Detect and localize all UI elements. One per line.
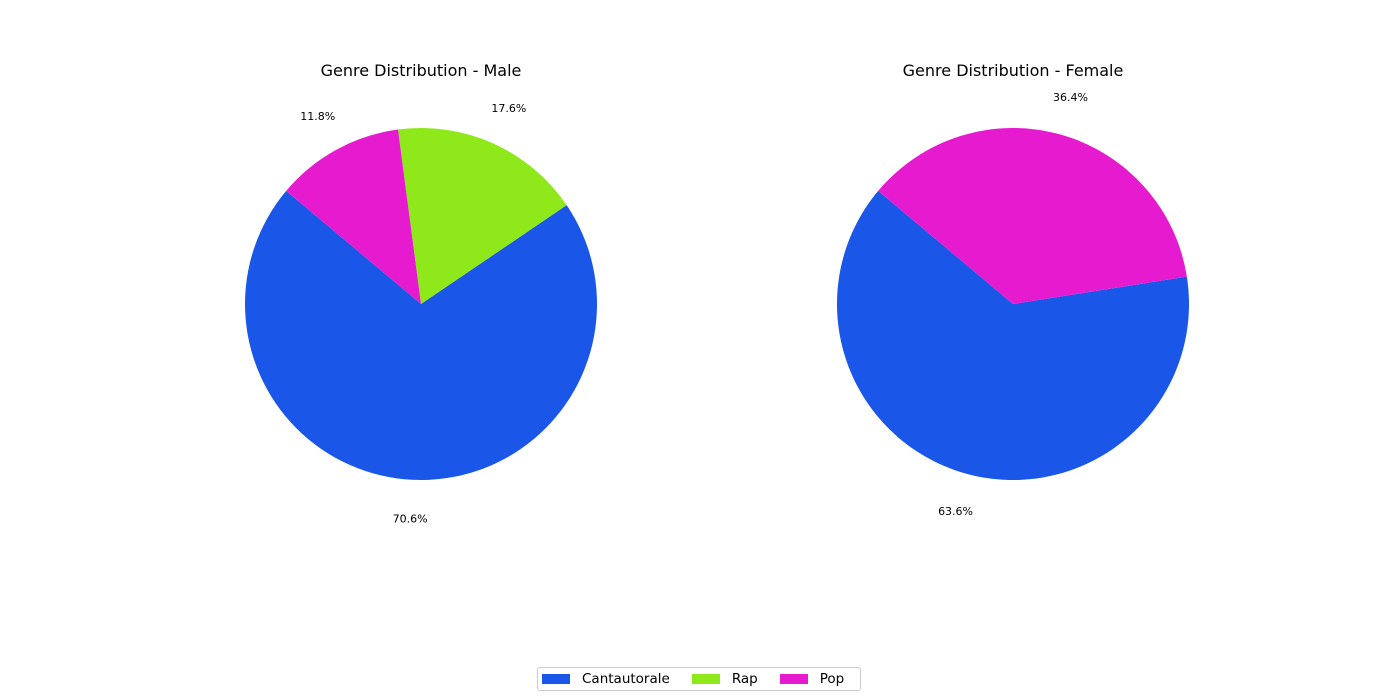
pie-female: 63.6% 36.4% <box>836 91 1189 518</box>
legend-label-cantautorale: Cantautorale <box>582 671 670 687</box>
pie-slice-female-cantautorale <box>836 190 1189 481</box>
pie-label-female-pop: 36.4% <box>1053 91 1088 104</box>
legend-item-rap: Rap <box>691 671 758 687</box>
legend-label-pop: Pop <box>819 671 845 687</box>
legend-item-pop: Pop <box>779 671 845 687</box>
legend-swatch-rap <box>691 674 720 684</box>
legend-swatch-cantautorale <box>542 674 570 684</box>
legend-swatch-pop <box>779 674 808 684</box>
pie-label-female-cantautorale: 63.6% <box>938 505 973 518</box>
legend-label-rap: Rap <box>731 671 758 687</box>
pie-slice-male-cantautorale <box>245 190 598 480</box>
chart-title-male: Genre Distribution - Male <box>321 61 522 80</box>
pie-slice-male-pop <box>286 129 421 304</box>
pie-male: 70.6% 17.6% 11.8% <box>245 102 598 525</box>
chart-title-female: Genre Distribution - Female <box>903 61 1124 80</box>
legend: Cantautorale Rap Pop <box>537 667 861 691</box>
pie-slice-female-pop <box>878 128 1187 304</box>
pie-label-male-rap: 17.6% <box>491 102 526 115</box>
pie-label-male-pop: 11.8% <box>300 110 335 123</box>
pie-label-male-cantautorale: 70.6% <box>393 512 428 525</box>
legend-item-cantautorale: Cantautorale <box>542 671 670 687</box>
pie-slice-male-rap <box>397 127 567 304</box>
